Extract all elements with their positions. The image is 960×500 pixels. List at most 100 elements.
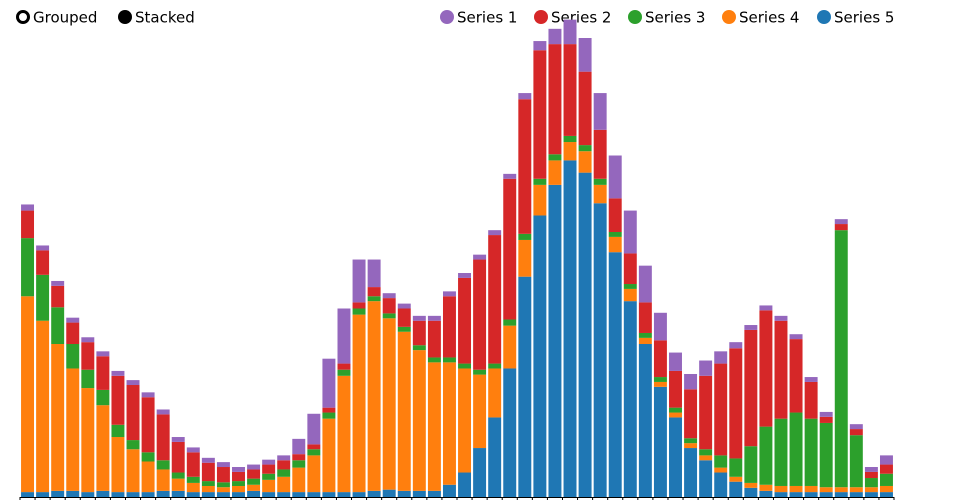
bar-series-4-cat-13 (201, 485, 215, 493)
bar-series-1-cat-38 (578, 38, 592, 72)
bar-series-2-cat-44 (669, 370, 682, 408)
bar-series-3-cat-27 (412, 345, 426, 351)
bar-series-1-cat-14 (216, 462, 230, 468)
bar-series-3-cat-28 (427, 357, 441, 363)
bar-series-2-cat-15 (232, 471, 245, 482)
bar-series-3-cat-31 (473, 369, 487, 375)
bar-series-2-cat-14 (216, 467, 230, 483)
bar-series-1-cat-25 (382, 293, 396, 299)
legend-item-series-3[interactable]: Series 3 (628, 9, 705, 27)
bar-series-5-cat-12 (186, 492, 200, 497)
bar-series-2-cat-36 (548, 44, 562, 155)
bar-series-2-cat-8 (126, 385, 140, 441)
bar-series-5-cat-13 (201, 492, 215, 497)
bar-series-4-cat-52 (789, 485, 803, 493)
bar-series-3-cat-20 (307, 449, 321, 456)
bar-series-4-cat-14 (216, 487, 230, 493)
bar-series-3-cat-55 (834, 230, 848, 488)
bar-series-4-cat-38 (578, 151, 592, 173)
bar-series-1-cat-17 (262, 459, 276, 465)
bar-series-1-cat-32 (488, 230, 502, 236)
legend-label-series-2: Series 2 (551, 9, 611, 27)
bar-series-4-cat-16 (247, 484, 261, 491)
bar-series-2-cat-11 (171, 441, 185, 473)
bar-series-3-cat-22 (337, 369, 351, 376)
bar-series-2-cat-35 (533, 50, 547, 179)
stacked-radio[interactable]: Stacked (118, 9, 195, 27)
legend-item-series-1[interactable]: Series 1 (440, 9, 517, 27)
bar-series-5-cat-33 (503, 368, 517, 497)
bar-series-4-cat-53 (804, 485, 818, 493)
bar-series-3-cat-4 (66, 344, 80, 369)
bar-series-1-cat-11 (171, 437, 185, 442)
bar-series-1-cat-16 (247, 464, 261, 470)
bar-series-1-cat-42 (638, 265, 652, 303)
bar-series-4-cat-43 (653, 381, 667, 387)
bar-series-4-cat-40 (608, 236, 622, 253)
bar-series-1-cat-26 (397, 303, 411, 309)
bar-series-4-cat-6 (96, 405, 110, 491)
bar-series-3-cat-46 (699, 449, 713, 456)
bar-series-3-cat-40 (608, 232, 622, 237)
legend-label-series-4: Series 4 (739, 9, 799, 27)
bar-series-1-cat-15 (232, 467, 245, 472)
bar-series-5-cat-34 (518, 276, 532, 497)
bar-series-5-cat-50 (759, 490, 773, 497)
bar-series-3-cat-26 (397, 326, 411, 332)
bar-series-1-cat-51 (774, 315, 788, 321)
bar-series-2-cat-25 (382, 298, 396, 314)
bar-series-2-cat-57 (864, 471, 878, 479)
bar-series-4-cat-34 (518, 239, 532, 277)
bar-series-5-cat-2 (36, 492, 50, 497)
bar-series-5-cat-58 (879, 492, 893, 497)
bar-series-3-cat-45 (684, 438, 698, 444)
bar-series-2-cat-52 (789, 339, 803, 413)
legend-item-series-4[interactable]: Series 4 (722, 9, 799, 27)
bar-series-4-cat-28 (427, 362, 441, 491)
legend-item-series-5[interactable]: Series 5 (817, 9, 894, 27)
grouped-label[interactable]: Grouped (33, 9, 97, 27)
bar-series-3-cat-7 (111, 424, 125, 438)
bar-series-5-cat-11 (171, 490, 185, 497)
bar-series-1-cat-40 (608, 155, 622, 199)
bar-series-5-cat-57 (864, 492, 878, 497)
x-axis (19, 497, 895, 500)
bar-series-2-cat-2 (36, 250, 50, 275)
bar-series-5-cat-32 (488, 417, 502, 497)
bar-series-1-cat-53 (804, 377, 818, 382)
bar-series-4-cat-9 (141, 461, 155, 493)
mode-toggle[interactable]: Grouped Stacked (16, 9, 195, 27)
bar-series-3-cat-33 (503, 319, 517, 326)
bar-series-2-cat-30 (458, 277, 472, 364)
bar-series-3-cat-21 (322, 412, 336, 419)
bar-series-3-cat-52 (789, 412, 803, 486)
stacked-radio-icon[interactable] (118, 10, 132, 24)
bar-series-2-cat-58 (879, 464, 893, 474)
bar-series-3-cat-48 (729, 458, 743, 477)
grouped-radio[interactable]: Grouped (16, 9, 98, 27)
bar-series-2-cat-47 (714, 363, 728, 456)
grouped-radio-icon[interactable] (16, 10, 30, 24)
bar-series-1-cat-41 (623, 210, 637, 254)
bar-series-1-cat-19 (292, 438, 306, 455)
bar-series-3-cat-50 (759, 426, 773, 485)
bar-series-1-cat-47 (714, 351, 728, 364)
bar-series-2-cat-55 (834, 224, 848, 231)
bar-series-3-cat-43 (653, 377, 667, 382)
bar-series-2-cat-17 (262, 464, 276, 474)
bar-series-3-cat-49 (744, 446, 758, 483)
bar-series-3-cat-5 (81, 369, 95, 389)
bar-series-5-cat-55 (834, 492, 848, 497)
bar-series-5-cat-46 (699, 460, 713, 497)
bar-series-3-cat-9 (141, 452, 155, 462)
bar-series-1-cat-21 (322, 358, 336, 408)
bar-series-5-cat-16 (247, 490, 261, 497)
stacked-label[interactable]: Stacked (135, 9, 195, 27)
bar-series-3-cat-6 (96, 389, 110, 406)
bar-series-4-cat-5 (81, 388, 95, 493)
bar-series-1-cat-29 (442, 291, 456, 297)
bar-series-2-cat-3 (51, 285, 65, 308)
bar-series-5-cat-7 (111, 492, 125, 497)
bar-series-4-cat-42 (638, 337, 652, 344)
legend-label-series-3: Series 3 (645, 9, 705, 27)
